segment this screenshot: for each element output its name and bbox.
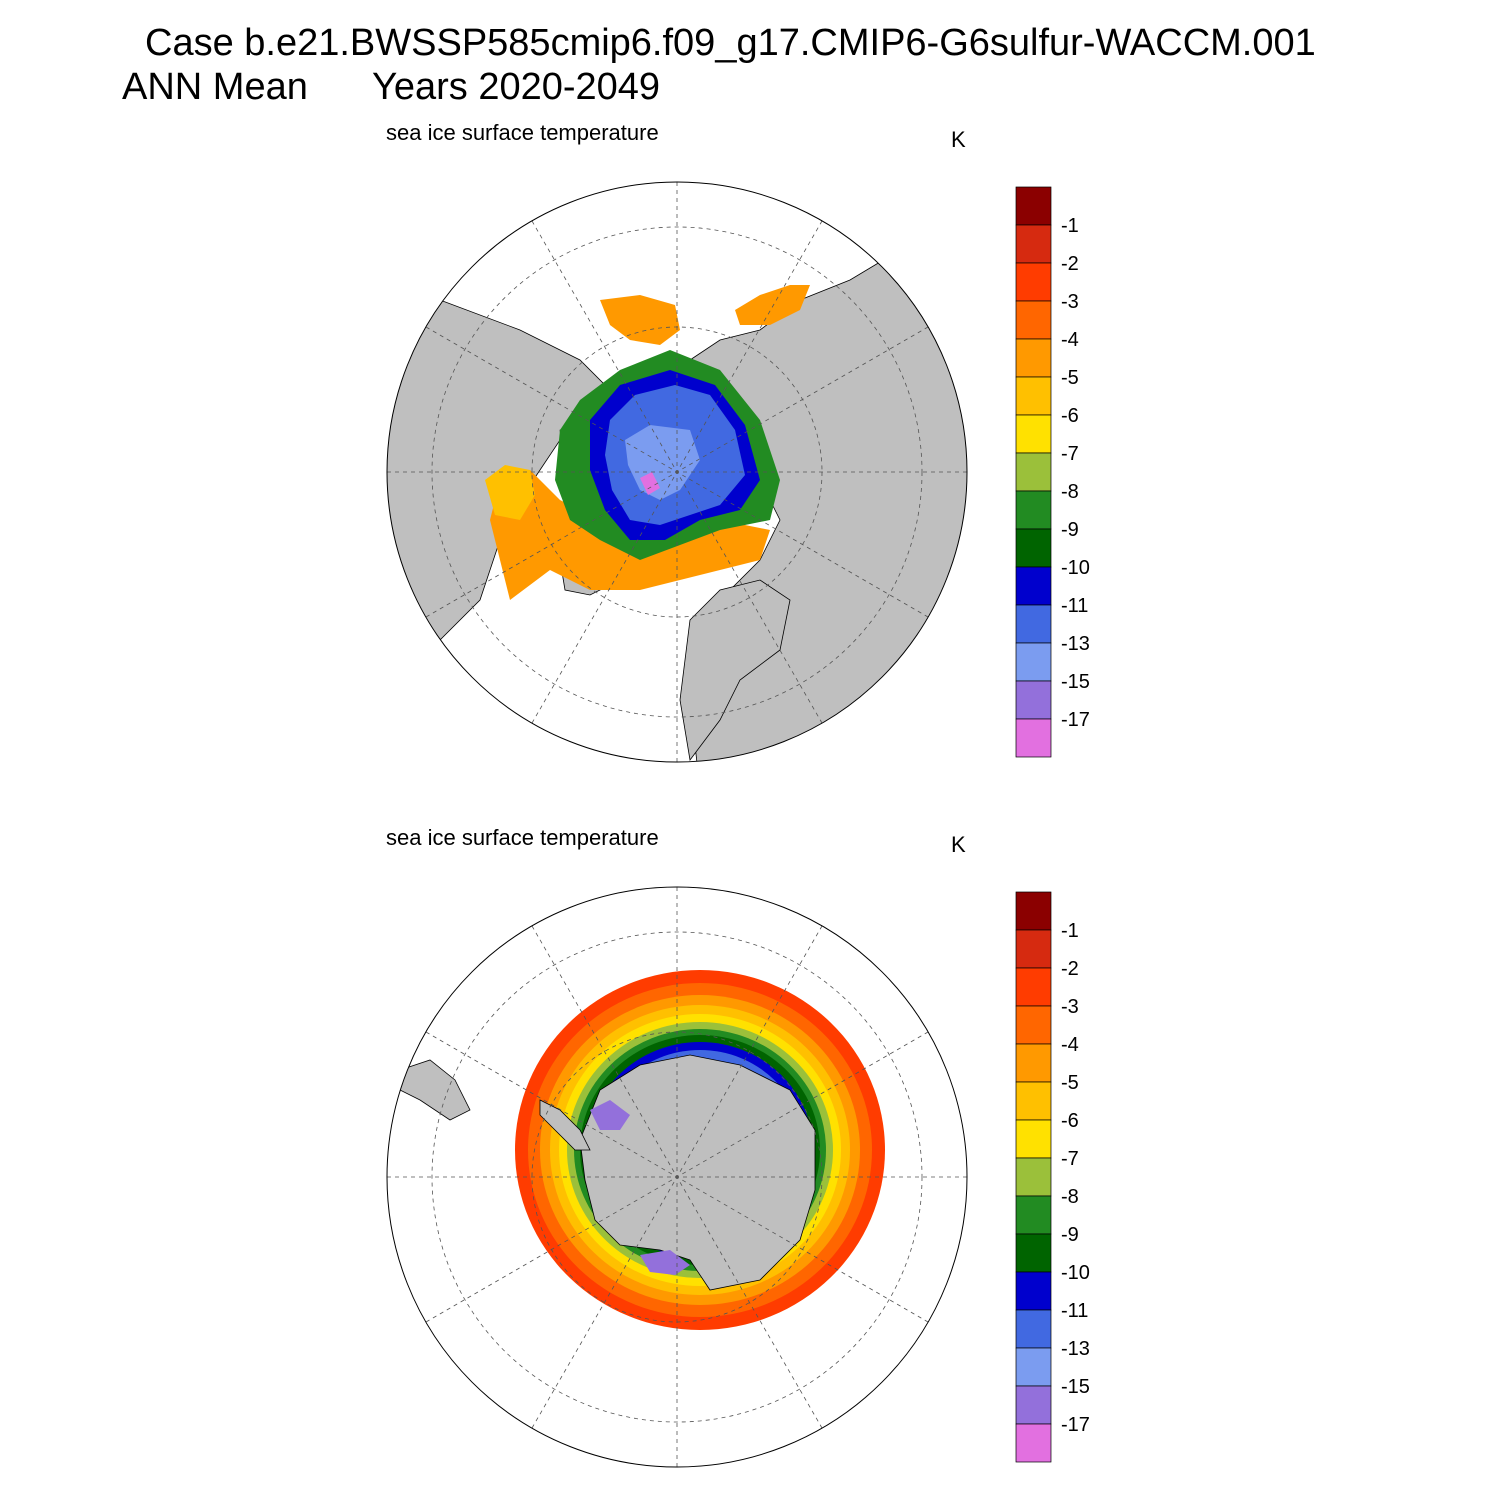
south-colorbar-tick-label: -6 bbox=[1061, 1110, 1079, 1132]
north-colorbar-swatch-11 bbox=[1015, 604, 1052, 644]
south-panel-units: K bbox=[951, 832, 966, 857]
north-colorbar-tick-label: -2 bbox=[1061, 253, 1079, 275]
south-colorbar-swatch-5 bbox=[1015, 1081, 1052, 1121]
north-colorbar-tick-label: -15 bbox=[1061, 671, 1090, 693]
south-colorbar-swatch-1 bbox=[1015, 929, 1052, 969]
south-colorbar-tick-label: -2 bbox=[1061, 958, 1079, 980]
north-colorbar-swatch-13 bbox=[1015, 680, 1052, 720]
north-colorbar-tick-label: -4 bbox=[1061, 329, 1079, 351]
north-colorbar-tick-label: -3 bbox=[1061, 291, 1079, 313]
south-polar-map bbox=[386, 886, 968, 1468]
north-colorbar-tick-label: -6 bbox=[1061, 405, 1079, 427]
south-colorbar: -1 -2 -3 -4 -5 -6 -7 -8 -9 -10 -11 -13 -15 -17 bbox=[1015, 891, 1090, 1463]
north-colorbar-swatch-0 bbox=[1015, 186, 1052, 226]
south-colorbar-swatch-6 bbox=[1015, 1119, 1052, 1159]
season-label: ANN Mean bbox=[122, 66, 308, 108]
north-panel-units: K bbox=[951, 127, 966, 152]
south-panel-title: sea ice surface temperature bbox=[386, 825, 659, 850]
south-colorbar-swatch-7 bbox=[1015, 1157, 1052, 1197]
north-colorbar-swatch-4 bbox=[1015, 338, 1052, 378]
north-colorbar-tick-label: -8 bbox=[1061, 481, 1079, 503]
north-polar-map bbox=[386, 181, 968, 763]
north-colorbar-tick-label: -17 bbox=[1061, 709, 1090, 731]
land-antarctica bbox=[579, 1054, 816, 1291]
land-south-america bbox=[399, 1059, 471, 1121]
north-colorbar-swatch-5 bbox=[1015, 376, 1052, 416]
ice-okhotsk bbox=[735, 285, 810, 325]
ice-bering bbox=[600, 295, 680, 345]
north-colorbar-swatch-1 bbox=[1015, 224, 1052, 264]
south-colorbar-swatch-10 bbox=[1015, 1271, 1052, 1311]
ice-weddell bbox=[590, 1100, 630, 1130]
south-colorbar-tick-label: -9 bbox=[1061, 1224, 1079, 1246]
south-colorbar-swatch-0 bbox=[1015, 891, 1052, 931]
north-colorbar-tick-label: -10 bbox=[1061, 557, 1090, 579]
south-colorbar-swatch-14 bbox=[1015, 1423, 1052, 1463]
north-colorbar-swatch-7 bbox=[1015, 452, 1052, 492]
south-colorbar-tick-label: -8 bbox=[1061, 1186, 1079, 1208]
south-colorbar-swatch-12 bbox=[1015, 1347, 1052, 1387]
south-colorbar-tick-label: -17 bbox=[1061, 1414, 1090, 1436]
north-colorbar-tick-label: -9 bbox=[1061, 519, 1079, 541]
north-colorbar-tick-label: -13 bbox=[1061, 633, 1090, 655]
north-colorbar-swatch-2 bbox=[1015, 262, 1052, 302]
north-colorbar-tick-label: -7 bbox=[1061, 443, 1079, 465]
north-colorbar-swatch-10 bbox=[1015, 566, 1052, 606]
north-colorbar-tick-label: -5 bbox=[1061, 367, 1079, 389]
north-colorbar-swatch-3 bbox=[1015, 300, 1052, 340]
north-panel-title: sea ice surface temperature bbox=[386, 120, 659, 145]
north-colorbar-swatch-8 bbox=[1015, 490, 1052, 530]
south-colorbar-swatch-4 bbox=[1015, 1043, 1052, 1083]
south-colorbar-tick-label: -4 bbox=[1061, 1034, 1079, 1056]
north-colorbar-tick-label: -1 bbox=[1061, 215, 1079, 237]
south-colorbar-tick-label: -10 bbox=[1061, 1262, 1090, 1284]
years-label: Years 2020-2049 bbox=[372, 66, 661, 108]
north-colorbar-swatch-12 bbox=[1015, 642, 1052, 682]
ice-hudson-bay bbox=[485, 465, 535, 520]
south-colorbar-tick-label: -15 bbox=[1061, 1376, 1090, 1398]
south-colorbar-swatch-11 bbox=[1015, 1309, 1052, 1349]
land-peninsula bbox=[539, 1099, 591, 1151]
south-colorbar-tick-label: -5 bbox=[1061, 1072, 1079, 1094]
north-colorbar-swatch-6 bbox=[1015, 414, 1052, 454]
south-colorbar-tick-label: -1 bbox=[1061, 920, 1079, 942]
north-colorbar-swatch-9 bbox=[1015, 528, 1052, 568]
south-colorbar-tick-label: -13 bbox=[1061, 1338, 1090, 1360]
south-colorbar-swatch-9 bbox=[1015, 1233, 1052, 1273]
south-colorbar-swatch-13 bbox=[1015, 1385, 1052, 1425]
case-title: Case b.e21.BWSSP585cmip6.f09_g17.CMIP6-G… bbox=[145, 22, 1316, 64]
south-colorbar-tick-label: -3 bbox=[1061, 996, 1079, 1018]
south-colorbar-swatch-3 bbox=[1015, 1005, 1052, 1045]
north-colorbar-swatch-14 bbox=[1015, 718, 1052, 758]
south-colorbar-swatch-2 bbox=[1015, 967, 1052, 1007]
north-colorbar: -1 -2 -3 -4 -5 -6 -7 -8 -9 -10 -11 -13 -15 -17 bbox=[1015, 186, 1090, 758]
south-colorbar-tick-label: -7 bbox=[1061, 1148, 1079, 1170]
south-colorbar-swatch-8 bbox=[1015, 1195, 1052, 1235]
north-colorbar-tick-label: -11 bbox=[1061, 595, 1088, 617]
south-colorbar-tick-label: -11 bbox=[1061, 1300, 1088, 1322]
ice-ross bbox=[640, 1250, 690, 1275]
ice-north-violet bbox=[640, 472, 660, 495]
